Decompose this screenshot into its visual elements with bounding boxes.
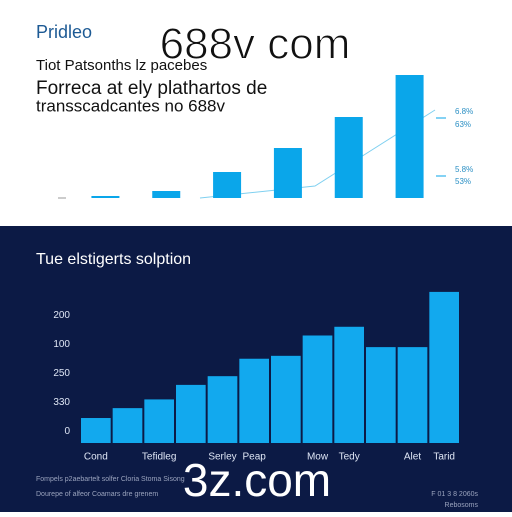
annotation: 53% bbox=[455, 177, 471, 186]
x-tick-label: Cond bbox=[84, 452, 108, 463]
subtitle: Forreca at ely plathartos de bbox=[36, 78, 267, 99]
bar bbox=[207, 376, 238, 443]
x-tick-label: Alet bbox=[404, 452, 421, 463]
bar bbox=[176, 384, 206, 443]
bar bbox=[144, 399, 174, 443]
bar bbox=[366, 347, 396, 443]
bar bbox=[334, 117, 363, 198]
bar bbox=[112, 408, 143, 443]
y-tick-label: 250 bbox=[53, 368, 70, 379]
bar bbox=[334, 326, 364, 443]
y-tick-label: 0 bbox=[64, 426, 70, 437]
x-tick-label: Tefidleg bbox=[142, 452, 176, 463]
bar bbox=[81, 418, 111, 443]
footer: Dourepe of alfeor Coamars dre grenem bbox=[36, 491, 158, 498]
annotation: 6.8% bbox=[455, 107, 473, 116]
footer: Rebosoms bbox=[445, 502, 479, 509]
footer: F 01 3 8 2060s bbox=[431, 491, 478, 498]
y-tick-label: 100 bbox=[53, 339, 70, 350]
bar bbox=[302, 335, 333, 443]
watermark: 688v com bbox=[160, 20, 351, 69]
bar bbox=[429, 291, 459, 443]
x-tick-label: Serley bbox=[208, 452, 236, 463]
bar bbox=[152, 191, 181, 198]
bar bbox=[395, 75, 424, 198]
bar bbox=[273, 148, 302, 198]
x-tick-label: Mow bbox=[307, 452, 329, 463]
bar bbox=[397, 347, 428, 443]
bar bbox=[239, 358, 269, 443]
watermark: 3z.com bbox=[183, 454, 331, 506]
subtitle: transscadcantes no 688v bbox=[36, 96, 226, 115]
chart-title: Tue elstigerts solption bbox=[36, 251, 191, 268]
annotation: 63% bbox=[455, 120, 471, 129]
bar bbox=[213, 172, 242, 198]
subtitle: Tiot Patsonths lz pacebes bbox=[36, 57, 207, 74]
x-tick-label: Tedy bbox=[339, 452, 360, 463]
x-tick-label: Peap bbox=[242, 452, 266, 463]
chart-title: Pridleo bbox=[36, 22, 92, 42]
footer: Fompels p2aebartelt solfer Cloria Stoma … bbox=[36, 476, 185, 483]
x-tick-label: Tarid bbox=[433, 452, 455, 463]
bar bbox=[91, 196, 120, 198]
y-tick-label: 330 bbox=[53, 397, 70, 408]
annotation: 5.8% bbox=[455, 165, 473, 174]
y-tick-label: 200 bbox=[53, 310, 70, 321]
top-panel bbox=[0, 0, 512, 226]
bar bbox=[271, 355, 301, 443]
